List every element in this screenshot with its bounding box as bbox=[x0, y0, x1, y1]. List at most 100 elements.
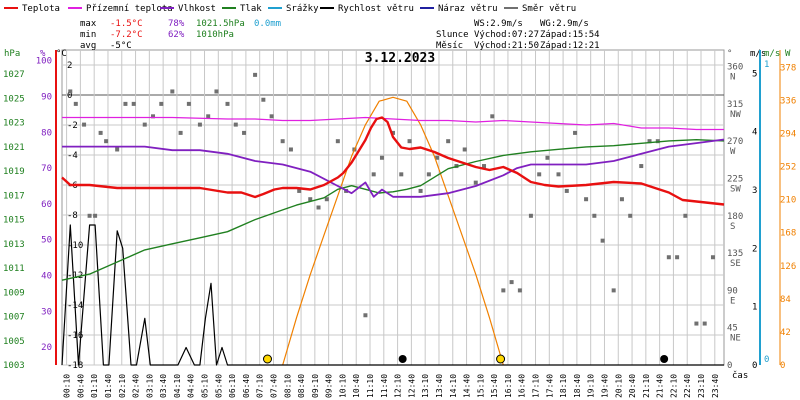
legend-label: Rychlost větru bbox=[338, 4, 414, 14]
pct-axis-title: % bbox=[40, 49, 46, 59]
wind-direction-point bbox=[683, 213, 688, 218]
c-tick-label: 2 bbox=[67, 61, 72, 71]
dir-tick-label: SW bbox=[730, 184, 741, 194]
hpa-tick-label: 1019 bbox=[3, 167, 25, 177]
time-tick-label: 15:40 bbox=[490, 374, 499, 398]
ms-tick-label: 2 bbox=[752, 244, 757, 254]
time-tick-label: 00:10 bbox=[63, 374, 72, 398]
wind-direction-point bbox=[418, 188, 423, 193]
wind-direction-point bbox=[399, 172, 404, 177]
hpa-tick-label: 1017 bbox=[3, 191, 25, 201]
sun-set: Západ:15:54 bbox=[540, 30, 600, 40]
wind-direction-point bbox=[159, 101, 164, 106]
wind-direction-point bbox=[104, 139, 109, 144]
plot-area bbox=[61, 72, 725, 366]
wind-wg: WG:2.9m/s bbox=[540, 19, 589, 29]
wind-direction-point bbox=[564, 188, 569, 193]
stat-avg-temp: -5°C bbox=[110, 41, 132, 51]
stats-block: max -1.5°C 78% 1021.5hPa 0.0mm min -7.2°… bbox=[80, 19, 600, 51]
wind-direction-point bbox=[170, 89, 175, 94]
w-tick-label: 42 bbox=[780, 328, 791, 338]
ms-tick-label: 3 bbox=[752, 186, 757, 196]
dir-tick-label: N bbox=[730, 73, 735, 83]
moon-marker bbox=[660, 355, 669, 363]
w-axis-title: W bbox=[785, 49, 791, 59]
wind-direction-point bbox=[82, 122, 87, 127]
time-tick-label: 21:40 bbox=[656, 374, 665, 398]
stat-max-hum: 78% bbox=[168, 19, 185, 29]
time-tick-label: 10:10 bbox=[338, 374, 347, 398]
x-axis-title: čas bbox=[732, 370, 748, 381]
moon-label: Měsíc bbox=[436, 41, 463, 51]
wind-direction-point bbox=[517, 288, 522, 293]
time-tick-label: 04:40 bbox=[187, 374, 196, 398]
time-tick-label: 11:10 bbox=[366, 374, 375, 398]
time-tick-label: 22:40 bbox=[683, 374, 692, 398]
wind-direction-point bbox=[473, 180, 478, 185]
sun-marker bbox=[262, 354, 272, 364]
stat-min-label: min bbox=[80, 30, 96, 40]
deg-axis-title: ° bbox=[727, 49, 732, 59]
time-tick-label: 19:10 bbox=[587, 374, 596, 398]
wind-direction-point bbox=[600, 238, 605, 243]
time-tick-label: 03:10 bbox=[145, 374, 154, 398]
wind-direction-point bbox=[87, 213, 92, 218]
legend-label: Náraz větru bbox=[438, 4, 498, 14]
wind-direction-point bbox=[391, 130, 395, 135]
deg-tick-label: 0 bbox=[727, 361, 732, 371]
time-tick-label: 00:40 bbox=[76, 374, 85, 398]
time-tick-label: 01:40 bbox=[104, 374, 113, 398]
ms-tick-label: 1 bbox=[752, 303, 757, 313]
wind-direction-point bbox=[280, 139, 285, 144]
w-tick-label: 84 bbox=[780, 295, 791, 305]
wind-direction-point bbox=[435, 155, 440, 160]
wind-direction-point bbox=[142, 122, 147, 127]
ms-axis-title: m/s bbox=[750, 49, 766, 59]
wind-direction-point bbox=[269, 114, 274, 119]
time-tick-label: 08:10 bbox=[283, 374, 292, 398]
time-tick-label: 06:40 bbox=[242, 374, 251, 398]
deg-tick-label: 270 bbox=[727, 137, 743, 147]
wind-direction-point bbox=[379, 155, 384, 160]
sun-label: Slunce bbox=[436, 30, 469, 40]
chart-date-title: 3.12.2023 bbox=[365, 51, 435, 66]
wind-direction-point bbox=[242, 130, 247, 135]
legend-label: Teplota bbox=[22, 4, 60, 14]
w-tick-label: 126 bbox=[780, 262, 796, 272]
wind-direction-point bbox=[324, 197, 329, 202]
solar-line bbox=[282, 96, 504, 366]
wind-direction-point bbox=[647, 139, 652, 144]
wind-direction-point bbox=[335, 139, 340, 144]
stat-max-rain: 0.0mm bbox=[254, 19, 281, 29]
stat-min-hum: 62% bbox=[168, 30, 185, 40]
wind-direction-point bbox=[363, 313, 368, 318]
wind-direction-point bbox=[297, 188, 302, 193]
time-tick-label: 20:40 bbox=[628, 374, 637, 398]
stat-min-press: 1010hPa bbox=[196, 30, 234, 40]
wind-direction-point bbox=[253, 72, 258, 77]
time-tick-label: 05:40 bbox=[214, 374, 223, 398]
wind-direction-point bbox=[123, 101, 128, 106]
wind-direction-point bbox=[710, 255, 715, 260]
mm-tick-label: 0 bbox=[764, 355, 769, 365]
axes: 20-2-4-6-8-10-12-14-16-18°C1009080706050… bbox=[3, 49, 796, 398]
hpa-tick-label: 1011 bbox=[3, 264, 25, 274]
w-tick-label: 336 bbox=[780, 96, 796, 106]
w-tick-label: 378 bbox=[780, 63, 796, 73]
wind-direction-point bbox=[628, 213, 633, 218]
wind-direction-point bbox=[225, 101, 230, 106]
moon-set: Západ:12:21 bbox=[540, 41, 600, 51]
dir-tick-label: NW bbox=[730, 110, 741, 120]
time-tick-label: 14:40 bbox=[463, 374, 472, 398]
wind-direction-point bbox=[528, 213, 533, 218]
hpa-tick-label: 1009 bbox=[3, 288, 25, 298]
wind-direction-point bbox=[702, 321, 707, 326]
temperature-line bbox=[61, 116, 725, 206]
time-tick-label: 02:10 bbox=[118, 374, 127, 398]
dir-tick-label: S bbox=[730, 222, 735, 232]
legend-label: Tlak bbox=[240, 4, 262, 14]
moon-rise: Východ:21:50 bbox=[474, 41, 539, 51]
time-tick-label: 20:10 bbox=[614, 374, 623, 398]
hpa-tick-label: 1013 bbox=[3, 240, 25, 250]
wind-direction-point bbox=[666, 255, 671, 260]
